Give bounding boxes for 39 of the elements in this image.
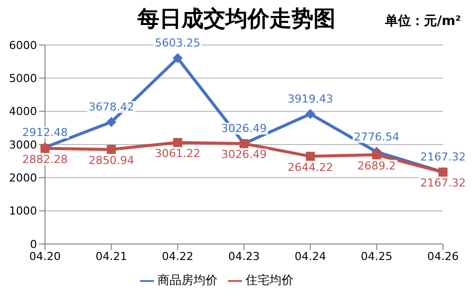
data-label: 2644.22: [288, 160, 334, 174]
point: [106, 117, 116, 127]
x-tick-label: 04.20: [29, 250, 61, 263]
legend-label: 商品房均价: [158, 273, 218, 287]
point: [172, 53, 183, 64]
data-label: 2167.32: [420, 176, 466, 190]
data-label: 5603.25: [154, 36, 200, 50]
x-tick-label: 04.22: [162, 250, 194, 263]
data-label: 2912.48: [22, 126, 68, 139]
data-label: 2689.2: [357, 159, 396, 172]
point: [106, 144, 116, 154]
chart-title: 每日成交均价走势图: [138, 6, 336, 32]
data-label: 2850.94: [88, 154, 134, 167]
point: [305, 109, 316, 120]
data-label: 3026.49: [221, 122, 267, 136]
x-tick-label: 04.25: [360, 250, 392, 263]
y-tick-label: 5000: [9, 72, 37, 86]
x-tick-label: 04.23: [228, 250, 260, 263]
data-label: 3919.43: [288, 92, 334, 106]
point: [173, 138, 182, 147]
data-label: 2776.54: [354, 130, 400, 144]
y-tick-label: 1000: [9, 204, 37, 218]
y-tick-label: 0: [30, 238, 37, 251]
text: 单位：元/m²: [385, 13, 461, 30]
data-label: 3026.49: [221, 148, 267, 162]
x-tick-label: 04.26: [427, 250, 459, 263]
x-tick-label: 04.24: [294, 250, 326, 263]
y-tick-label: 3000: [9, 138, 37, 152]
point: [372, 150, 382, 160]
data-label: 3678.42: [88, 100, 134, 114]
data-label: 2167.32: [420, 150, 466, 164]
data-label: 2882.28: [22, 152, 68, 166]
y-tick-label: 6000: [9, 38, 37, 52]
x-tick-label: 04.21: [96, 250, 128, 263]
y-tick-label: 2000: [9, 172, 37, 185]
legend-label: 住宅均价: [246, 273, 294, 287]
data-label: 3061.22: [154, 146, 200, 160]
y-tick-label: 4000: [9, 105, 37, 118]
point: [306, 152, 315, 161]
